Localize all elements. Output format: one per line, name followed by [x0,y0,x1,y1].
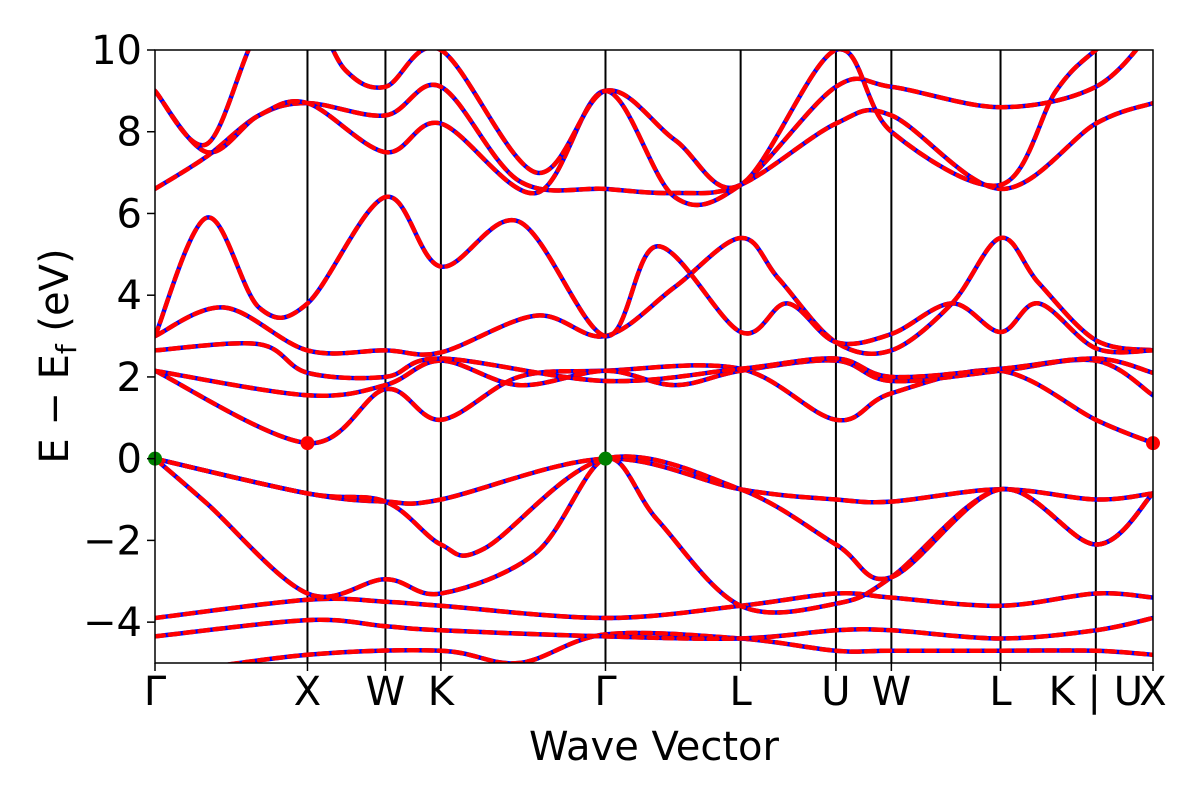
plot-background [155,50,1153,663]
y-tick-label: 10 [91,28,142,74]
x-tick-label: X [1139,669,1166,715]
cbm-marker [300,436,315,451]
bands [155,50,1153,663]
x-tick-label: L [989,669,1012,715]
band-1-line [223,630,1153,663]
y-tick-label: 0 [117,437,142,483]
y-tick-label: 6 [117,191,142,237]
band-6-line [155,454,1153,582]
y-axis-ticks: −4 −2 0 2 4 6 8 10 [83,28,155,646]
band-2-line [155,615,1153,642]
x-tick-label: U [821,669,850,715]
band-3-line [155,590,1153,621]
y-tick-label: 8 [117,110,142,156]
x-tick-label: Γ [594,669,617,715]
band-9-line [155,341,1153,384]
x-tick-label: W [366,669,406,715]
x-tick-label: Γ [144,669,167,715]
band-10-line [155,235,1153,357]
x-tick-label: K [428,669,456,715]
x-tick-label: X [294,669,321,715]
x-tick-label: K | U [1049,669,1143,715]
x-axis-label: Wave Vector [529,724,780,770]
y-tick-label: −2 [83,518,142,564]
plot-frame [154,49,1154,664]
band-11-line [155,194,1153,355]
x-tick-label: W [872,669,912,715]
y-axis-label-unit: (eV) [32,248,78,344]
y-axis-label: E − Ef (eV) [32,248,83,463]
y-tick-label: −4 [83,600,142,646]
y-tick-label: 2 [117,355,142,401]
x-tick-label: L [729,669,752,715]
vbm-marker [598,451,613,466]
y-tick-label: 4 [117,273,142,319]
y-axis-label-subscript: f [50,343,83,354]
y-axis-label-main: E − E [32,354,78,464]
band-14-line [155,50,1100,190]
